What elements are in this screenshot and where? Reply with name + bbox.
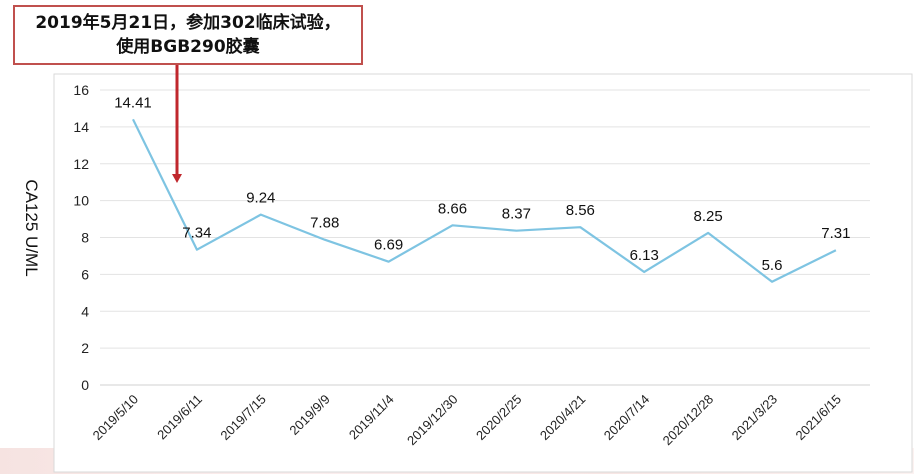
y-tick-label: 14: [73, 119, 89, 135]
data-label: 7.34: [182, 225, 211, 242]
data-label: 14.41: [114, 94, 152, 111]
data-label: 8.56: [566, 202, 595, 219]
data-label: 7.31: [821, 225, 850, 242]
y-tick-label: 6: [81, 266, 89, 282]
annotation-line-1: 2019年5月21日，参加302临床试验，: [35, 13, 341, 33]
chart-frame: [53, 73, 913, 473]
y-tick-label: 4: [81, 303, 89, 319]
data-label: 5.6: [762, 257, 783, 274]
series-line: [132, 118, 837, 283]
data-label: 6.69: [374, 237, 403, 254]
data-label: 8.37: [502, 206, 531, 223]
y-tick-label: 12: [73, 156, 89, 172]
annotation-arrow: [172, 64, 182, 183]
data-labels: 14.41 7.34 9.24 7.88 6.69 8.66 8.37 8.56 6.13 8.2…: [114, 94, 850, 273]
data-label: 6.13: [630, 247, 659, 264]
data-label: 7.88: [310, 215, 339, 232]
data-label: 8.25: [693, 208, 722, 225]
y-tick-label: 0: [81, 377, 89, 393]
annotation-line-2: 使用BGB290胶囊: [116, 37, 260, 57]
y-tick-label: 8: [81, 230, 89, 246]
y-axis-label: CA125 U/ML: [22, 179, 41, 276]
y-tick-label: 16: [73, 82, 89, 98]
grid-lines: [100, 89, 870, 386]
y-tick-label: 2: [81, 340, 89, 356]
y-tick-label: 10: [73, 193, 89, 209]
y-axis-ticks: 0 2 4 6 8 10 12 14 16: [73, 82, 89, 393]
data-label: 8.66: [438, 200, 467, 217]
data-label: 9.24: [246, 190, 275, 207]
annotation-callout: 2019年5月21日，参加302临床试验， 使用BGB290胶囊: [13, 5, 363, 65]
